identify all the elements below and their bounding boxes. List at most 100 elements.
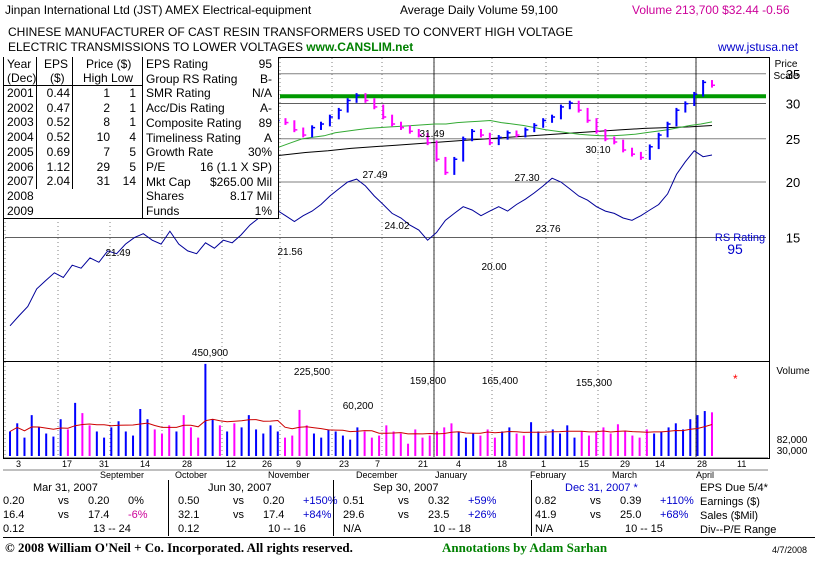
price-tick-label: 30 — [786, 97, 800, 112]
rating-value-2: N/A — [251, 86, 272, 101]
month-label: November — [268, 470, 310, 480]
industry: Electrical-equipment — [202, 3, 312, 17]
price-annotation: 24.02 — [384, 221, 409, 232]
quarter-eps-prev: 0.32 — [428, 495, 450, 507]
price-annotation: 20.00 — [481, 262, 506, 273]
fund-low-0: 1 — [129, 86, 136, 100]
table-divider — [72, 57, 73, 189]
fund-low-6: 14 — [122, 174, 136, 189]
rating-label-9: Shares — [146, 189, 185, 204]
quarter-pe: N/A — [343, 523, 362, 535]
quarter-sales-prev: 17.4 — [88, 509, 110, 521]
x-tick-label: 31 — [99, 459, 109, 469]
quarter-eps: 0.20 — [3, 495, 25, 507]
rating-value-10: 1% — [254, 204, 272, 218]
x-tick-label: 28 — [697, 459, 707, 469]
footer-divider — [333, 480, 334, 536]
month-label: March — [612, 470, 637, 480]
change-info: -0.56 — [762, 3, 790, 17]
avg-volume: Average Daily Volume 59,100 — [400, 3, 558, 17]
rating-value-0: 95 — [258, 57, 272, 71]
quarter-vs: vs — [233, 495, 244, 507]
chart-date: 4/7/2008 — [772, 545, 808, 555]
rating-label-10: Funds — [146, 204, 180, 218]
quarter-sales: 16.4 — [3, 509, 25, 521]
fund-eps-1: 0.47 — [46, 100, 70, 115]
price-tick-label: 25 — [786, 132, 800, 147]
fund-low-4: 5 — [129, 144, 136, 159]
x-tick-label: 4 — [456, 459, 461, 469]
x-tick-label: 14 — [140, 459, 150, 469]
x-tick-label: 3 — [16, 459, 21, 469]
fund-eps-3: 0.52 — [46, 130, 70, 145]
col-price-header: Price ($) — [86, 57, 132, 71]
rating-value-5: A — [263, 130, 272, 145]
fund-high-3: 10 — [96, 130, 110, 145]
volume-peak-label: 225,500 — [294, 367, 331, 378]
exchange: AMEX — [165, 3, 200, 17]
fund-low-1: 1 — [129, 100, 136, 115]
rating-label-4: Composite Rating — [146, 115, 242, 130]
quarter-eps: 0.51 — [343, 495, 365, 507]
month-label: December — [356, 470, 398, 480]
quarter-sales-prev: 17.4 — [263, 509, 285, 521]
volume-peak-label: 60,200 — [343, 401, 374, 412]
x-tick-label: 9 — [296, 459, 301, 469]
month-label: October — [175, 470, 207, 480]
quarter-sales: 41.9 — [535, 509, 557, 521]
description-line2-text: ELECTRIC TRANSMISSIONS TO LOWER VOLTAGES — [8, 40, 303, 54]
footer-divider — [168, 480, 169, 536]
price-tick-label: 20 — [786, 175, 800, 190]
description-line1: CHINESE MANUFACTURER OF CAST RESIN TRANS… — [8, 25, 573, 39]
quarter-pe: 0.12 — [3, 523, 25, 535]
canslim-link[interactable]: www.CANSLIM.net — [306, 40, 414, 54]
quarter-pe: 0.12 — [178, 523, 200, 535]
rating-value-3: A- — [260, 101, 272, 116]
fund-high-1: 2 — [103, 100, 110, 115]
footer-right-label: Sales ($Mil) — [700, 510, 759, 522]
price-annotation: 27.49 — [362, 170, 387, 181]
volume-panel — [3, 361, 770, 459]
col-eps-header: EPS — [44, 57, 69, 71]
volume-peak-label: 159,800 — [410, 376, 447, 387]
table-divider — [4, 85, 142, 86]
table-divider — [36, 57, 37, 189]
annotations-credit: Annotations by Adam Sarhan — [442, 540, 608, 555]
jstusa-link[interactable]: www.jstusa.net — [718, 40, 799, 54]
fund-year-8: 2009 — [7, 203, 34, 218]
fund-year-6: 2007 — [7, 174, 34, 189]
price-annotation: 27.30 — [514, 173, 539, 184]
quarter-eps-chg: +110% — [660, 495, 694, 507]
fund-year-3: 2004 — [7, 130, 34, 145]
rs-rating-label: RS Rating — [715, 232, 765, 244]
fund-eps-6: 2.04 — [46, 174, 70, 189]
volume-tick-label: 30,000 — [777, 446, 808, 457]
quarter-eps-chg: +150% — [303, 495, 338, 507]
fund-high-4: 7 — [103, 144, 110, 159]
price-annotation: 31.49 — [419, 129, 444, 140]
fund-eps-4: 0.69 — [46, 144, 70, 159]
company-name: Jinpan International Ltd — [5, 3, 130, 17]
fund-low-2: 1 — [129, 115, 136, 130]
footer-right-label: EPS Due 5/4* — [700, 482, 768, 494]
rating-value-8: $265.00 Mil — [209, 174, 272, 189]
quarter-date: Sep 30, 2007 — [373, 482, 439, 494]
volume-tick-label: 82,000 — [777, 435, 808, 446]
rating-value-7: 16 (1.1 X SP) — [199, 159, 272, 174]
rating-label-3: Acc/Dis Rating — [146, 101, 225, 116]
quarter-eps-prev: 0.20 — [263, 495, 285, 507]
quarter-eps: 0.82 — [535, 495, 557, 507]
x-tick-label: 12 — [226, 459, 236, 469]
x-tick-label: 7 — [375, 459, 380, 469]
x-tick-label: 18 — [497, 459, 507, 469]
month-label: January — [435, 470, 468, 480]
price-annotation: 21.56 — [277, 247, 302, 258]
quarter-vs: vs — [590, 509, 601, 521]
col-year-header: Year — [7, 57, 32, 71]
quarter-date: Mar 31, 2007 — [33, 482, 98, 494]
price-scale-label-1: Price — [775, 59, 798, 70]
header-company: Jinpan International Ltd (JST) AMEX Elec… — [5, 3, 311, 17]
fund-eps-5: 1.12 — [46, 159, 70, 174]
quarter-vs: vs — [398, 509, 409, 521]
quarter-eps-prev: 0.20 — [88, 495, 110, 507]
